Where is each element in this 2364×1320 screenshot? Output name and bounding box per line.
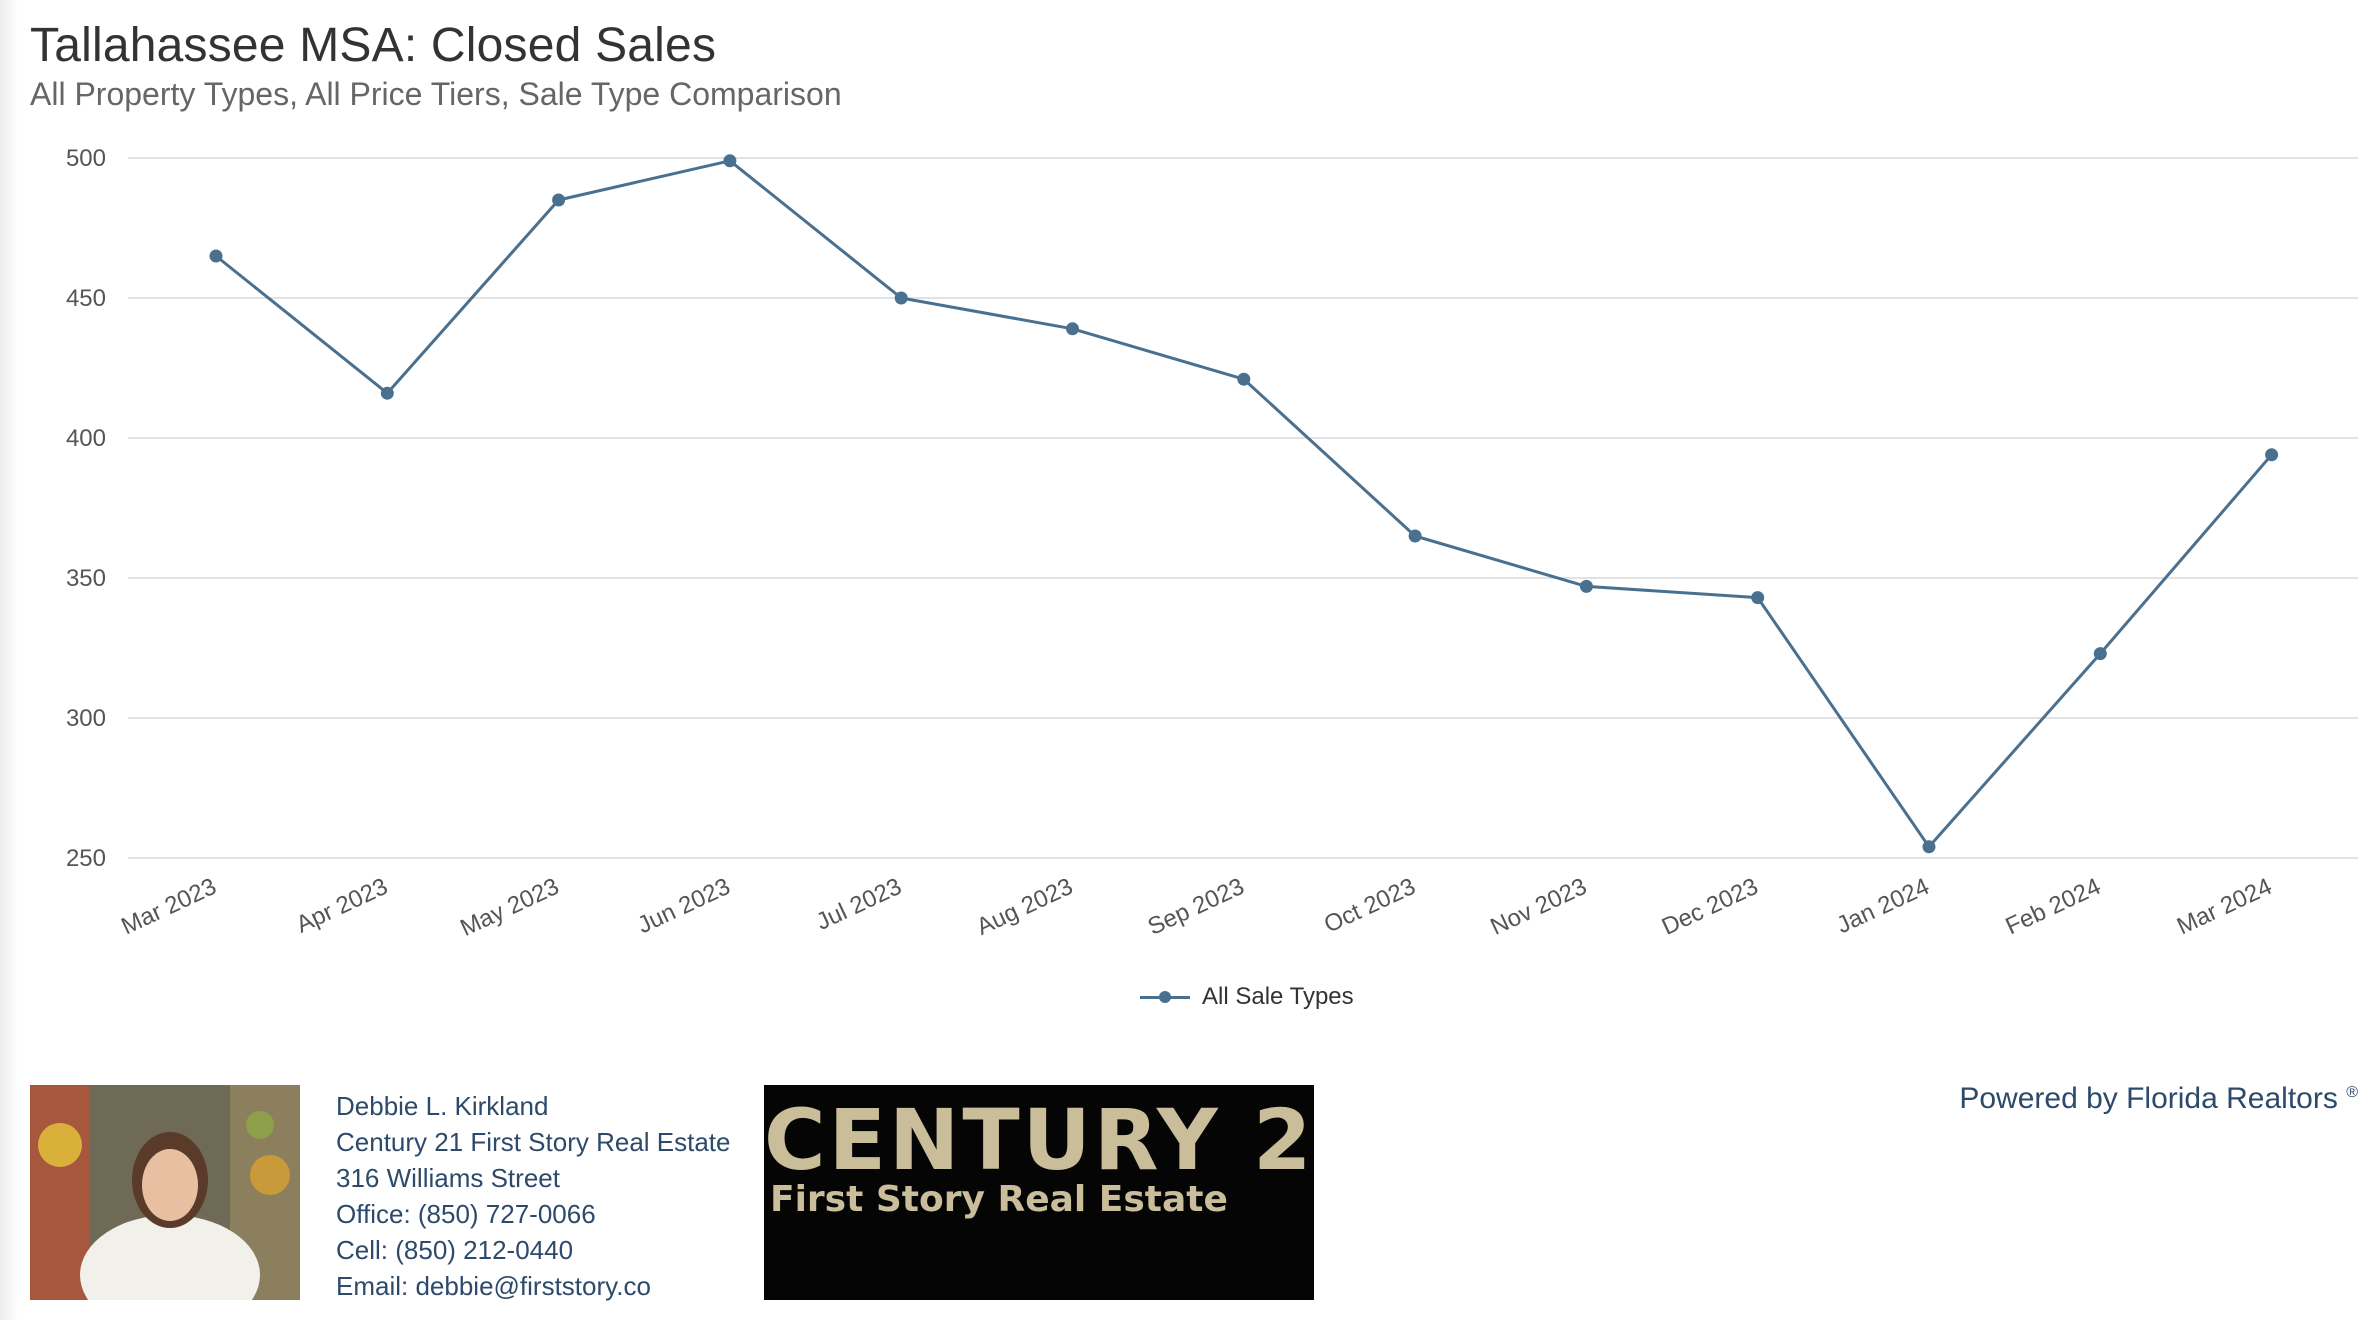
y-tick-label: 500 bbox=[66, 145, 106, 172]
x-tick-label: Mar 2023 bbox=[117, 873, 220, 940]
x-tick-label: Sep 2023 bbox=[1144, 873, 1249, 941]
legend-label: All Sale Types bbox=[1202, 983, 1354, 1010]
x-tick-label: Mar 2024 bbox=[2173, 873, 2276, 940]
y-tick-label: 450 bbox=[66, 285, 106, 312]
registered-mark: ® bbox=[2346, 1084, 2358, 1101]
agent-name: Debbie L. Kirkland bbox=[336, 1091, 549, 1121]
data-point[interactable] bbox=[1751, 591, 1765, 605]
data-point[interactable] bbox=[2265, 448, 2279, 462]
x-tick-label: Jun 2023 bbox=[634, 873, 735, 939]
x-tick-label: Feb 2024 bbox=[2002, 873, 2105, 940]
data-point[interactable] bbox=[2093, 647, 2107, 661]
data-point[interactable] bbox=[1922, 840, 1936, 854]
data-point[interactable] bbox=[1408, 529, 1422, 543]
grid-lines bbox=[128, 157, 2358, 859]
data-point[interactable] bbox=[552, 193, 566, 207]
agent-contact-block: Debbie L. Kirkland Century 21 First Stor… bbox=[336, 1088, 730, 1304]
y-tick-label: 300 bbox=[66, 705, 106, 732]
data-point[interactable] bbox=[380, 386, 394, 400]
agent-cell-phone[interactable]: Cell: (850) 212-0440 bbox=[336, 1235, 574, 1265]
legend-line-marker-icon bbox=[1140, 985, 1190, 1009]
y-tick-label: 350 bbox=[66, 565, 106, 592]
chart-legend[interactable]: All Sale Types bbox=[1140, 983, 1354, 1011]
y-tick-label: 400 bbox=[66, 425, 106, 452]
agent-email[interactable]: Email: debbie@firststory.co bbox=[336, 1271, 651, 1301]
powered-by-text: Powered by Florida Realtors bbox=[1959, 1082, 2338, 1115]
logo-sub-text: First Story Real Estate bbox=[770, 1179, 1228, 1220]
data-point[interactable] bbox=[1579, 579, 1593, 593]
century21-logo: CENTURY 21. First Story Real Estate bbox=[764, 1085, 1314, 1300]
x-tick-label: Nov 2023 bbox=[1486, 873, 1591, 941]
data-point[interactable] bbox=[894, 291, 908, 305]
logo-main-text: CENTURY 21. bbox=[764, 1091, 1314, 1189]
chart-title: Tallahassee MSA: Closed Sales bbox=[30, 19, 717, 72]
x-tick-label: Apr 2023 bbox=[292, 873, 392, 939]
y-tick-label: 250 bbox=[66, 845, 106, 872]
closed-sales-line-chart: 250 300 350 400 450 500 Mar 2023 Apr 2023 May 2… bbox=[66, 145, 2358, 942]
data-point[interactable] bbox=[209, 249, 223, 263]
series-line bbox=[215, 159, 2273, 849]
agent-address: 316 Williams Street bbox=[336, 1163, 560, 1193]
x-tick-label: Jan 2024 bbox=[1833, 873, 1934, 939]
agent-photo bbox=[30, 1085, 300, 1300]
powered-by-link[interactable]: Powered by Florida Realtors ® bbox=[1959, 1082, 2358, 1116]
left-edge-shade bbox=[0, 0, 18, 1320]
x-tick-label: May 2023 bbox=[456, 873, 563, 942]
x-axis-ticks: Mar 2023 Apr 2023 May 2023 Jun 2023 Jul 2023… bbox=[117, 873, 2276, 942]
agent-office-phone[interactable]: Office: (850) 727-0066 bbox=[336, 1199, 596, 1229]
data-point[interactable] bbox=[723, 154, 737, 168]
chart-subtitle: All Property Types, All Price Tiers, Sal… bbox=[30, 76, 842, 112]
x-tick-label: Aug 2023 bbox=[972, 873, 1077, 941]
y-axis-ticks: 250 300 350 400 450 500 bbox=[66, 145, 106, 872]
agent-company: Century 21 First Story Real Estate bbox=[336, 1127, 731, 1157]
data-point[interactable] bbox=[1237, 372, 1251, 386]
x-tick-label: Oct 2023 bbox=[1320, 873, 1420, 939]
series-all-sale-types bbox=[209, 154, 2279, 854]
x-tick-label: Jul 2023 bbox=[812, 873, 906, 936]
x-tick-label: Dec 2023 bbox=[1658, 873, 1763, 941]
data-point[interactable] bbox=[1066, 322, 1079, 336]
